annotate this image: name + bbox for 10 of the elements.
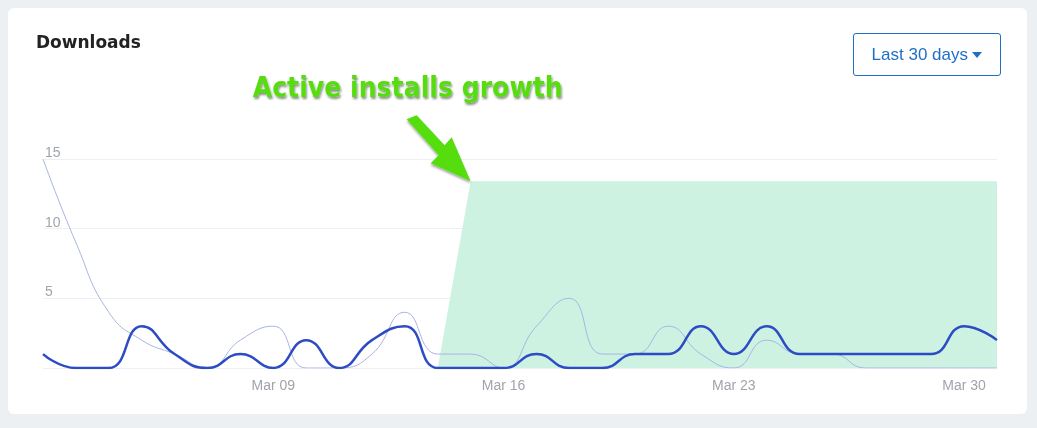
x-tick-label: Mar 16 — [481, 377, 526, 393]
y-tick-label: 5 — [45, 283, 53, 300]
x-tick-label: Mar 09 — [251, 377, 296, 393]
x-tick-label: Mar 23 — [712, 377, 756, 393]
annotation: Active installs growth — [252, 70, 563, 104]
y-tick-label: 15 — [45, 144, 61, 160]
x-tick-label: Mar 30 — [942, 377, 987, 393]
y-tick-label: 10 — [45, 213, 61, 230]
chart-title: Downloads — [36, 32, 141, 52]
text: Last 30 days — [871, 44, 968, 65]
